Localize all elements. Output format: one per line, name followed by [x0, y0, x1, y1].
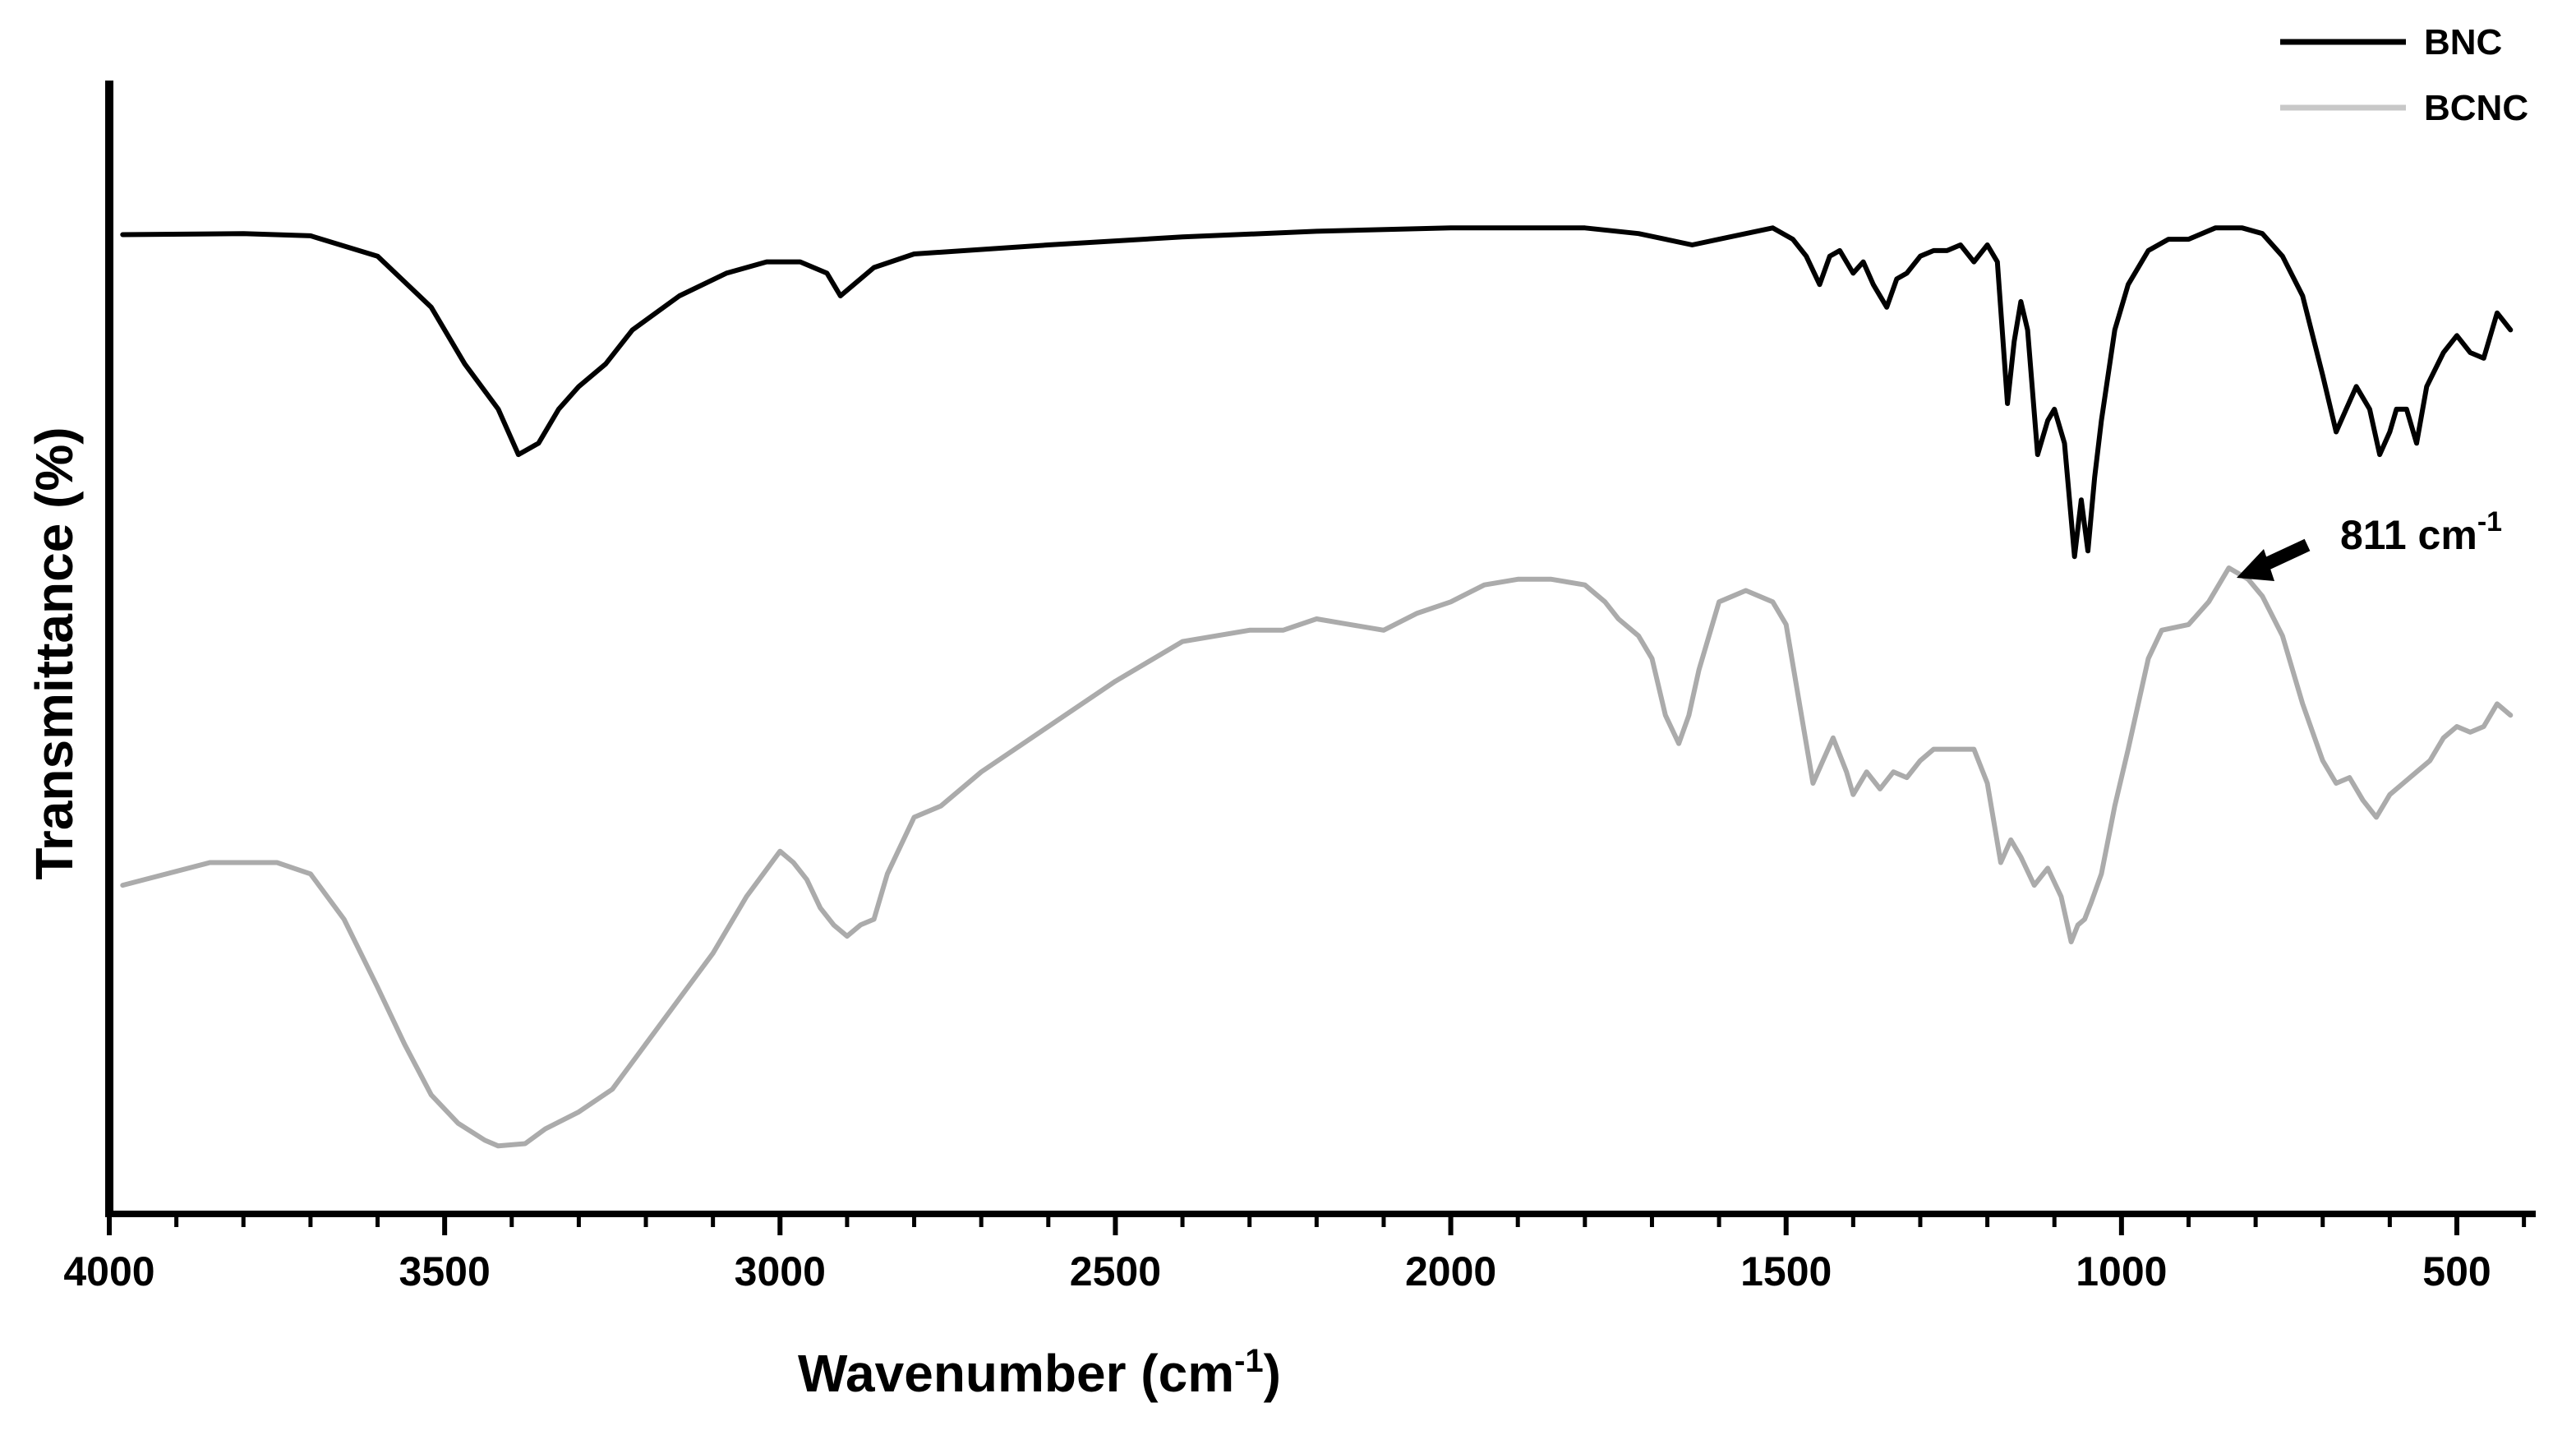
x-tick-layer: 4000 3500 3000 2500 2000 1500 1000 500 — [63, 1214, 2527, 1294]
annotation-arrow-head — [2237, 549, 2274, 581]
x-axis-title: Wavenumber (cm-1) — [798, 1343, 1281, 1403]
x-tick-label: 1000 — [2076, 1248, 2167, 1294]
x-tick-label: 1500 — [1740, 1248, 1832, 1294]
annotation-label: 811 cm-1 — [2340, 506, 2502, 558]
legend-label-bnc: BNC — [2424, 22, 2502, 62]
x-tick-label: 500 — [2422, 1248, 2491, 1294]
x-tick-label: 4000 — [63, 1248, 154, 1294]
legend: BNC BCNC — [2280, 22, 2528, 128]
peak-annotation: 811 cm-1 — [2237, 506, 2502, 581]
legend-label-bcnc: BCNC — [2424, 88, 2528, 128]
x-tick-label: 2500 — [1070, 1248, 1161, 1294]
series-layer — [120, 225, 2514, 1149]
x-tick-label: 2000 — [1405, 1248, 1496, 1294]
x-tick-label: 3000 — [735, 1248, 826, 1294]
series-line-bcnc — [120, 565, 2514, 1149]
y-axis-title: Transmittance (%) — [25, 427, 84, 879]
x-tick-label: 3500 — [399, 1248, 491, 1294]
series-line-bnc — [120, 225, 2514, 560]
